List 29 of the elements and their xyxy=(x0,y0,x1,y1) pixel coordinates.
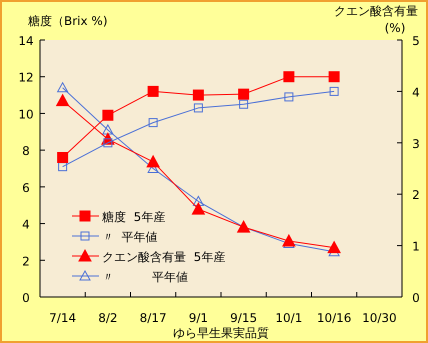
legend-label: 〃 平年値 xyxy=(102,230,158,244)
x-tick-label: 10/16 xyxy=(316,311,352,325)
y-tick-label: 4 xyxy=(22,218,30,232)
y2-axis-title: クエン酸含有量 (%) xyxy=(334,4,418,35)
y-tick-label: 0 xyxy=(22,291,30,305)
y2-tick-label: 1 xyxy=(412,240,420,254)
y-tick-label: 8 xyxy=(22,144,30,158)
y-tick-label: 12 xyxy=(18,70,34,85)
x-tick-label: 8/2 xyxy=(98,311,118,325)
y-tick-label: 10 xyxy=(18,107,34,122)
y2-tick-label: 3 xyxy=(412,136,420,151)
legend-label: 〃 平年値 xyxy=(102,270,188,284)
y2-tick-label: 4 xyxy=(412,85,420,100)
legend-label: クエン酸含有量 5年産 xyxy=(102,250,226,264)
x-tick-label: 10/1 xyxy=(275,311,302,325)
legend-label: 糖度 5年産 xyxy=(102,210,166,224)
y-tick-label: 2 xyxy=(22,254,30,268)
x-tick-label: 10/30 xyxy=(362,311,397,325)
x-tick-label: 7/14 xyxy=(49,311,76,325)
x-tick-label: 9/1 xyxy=(188,311,208,325)
y2-tick-label: 0 xyxy=(412,291,420,305)
x-tick-label: 8/17 xyxy=(140,311,167,325)
y2-tick-label: 5 xyxy=(412,34,420,48)
x-axis-title: ゆら早生果実品質 xyxy=(173,326,269,340)
x-tick-label: 9/15 xyxy=(230,311,258,325)
y-axis-title: 糖度（Brix %) xyxy=(28,14,108,28)
y2-tick-label: 2 xyxy=(412,188,420,202)
y-tick-label: 6 xyxy=(22,180,30,195)
y-tick-label: 14 xyxy=(18,34,34,48)
